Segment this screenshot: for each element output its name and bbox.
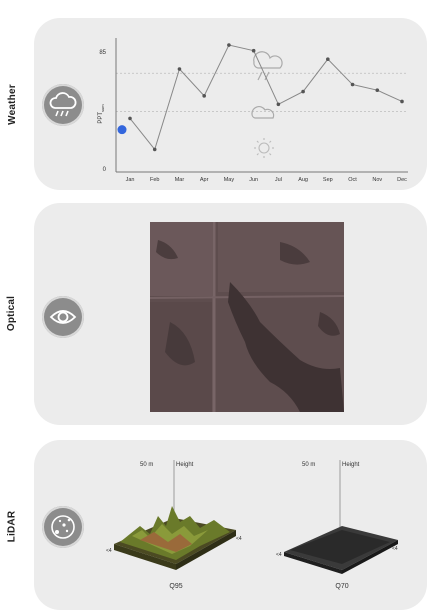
lidar-plot-q70: 50 m Height <4 <4 Q70: [276, 460, 398, 590]
lidar-plots: 50 m Height <4 <4 Q95 50 m Height <4 <4 …: [106, 460, 398, 590]
optical-satellite-image: [150, 222, 344, 412]
y-axis-label: PPTsum: [98, 104, 105, 124]
data-point-apr: [202, 94, 206, 98]
lidar-plot-q95: 50 m Height <4 <4 Q95: [106, 460, 242, 590]
height-value: 50 m: [140, 462, 153, 468]
x-tick-label: Aug: [298, 177, 308, 182]
current-marker-dot: [117, 125, 127, 135]
lidar-panel: [34, 440, 427, 610]
cloud-rain-icon: [42, 84, 84, 126]
x-tick-label: Dec: [397, 177, 407, 182]
x-tick-label: Apr: [200, 177, 209, 182]
plot-caption: Q95: [169, 583, 182, 590]
cloud-sketch-icon: [253, 51, 283, 81]
data-point-sep: [326, 57, 330, 61]
x-tick-label: Sep: [323, 177, 333, 182]
series-line-0: [129, 44, 403, 151]
data-point-nov: [375, 88, 380, 92]
data-point-feb: [152, 147, 157, 152]
axis-neg-label: <4: [276, 552, 282, 558]
axis-pos-label: <4: [392, 546, 398, 552]
x-tick-label: Nov: [372, 177, 382, 182]
height-label: Height: [342, 462, 360, 468]
x-tick-label: Feb: [150, 177, 159, 182]
height-value: 50 m: [302, 462, 315, 468]
height-label: Height: [176, 462, 194, 468]
plot-caption: Q70: [335, 583, 348, 590]
data-point-jul: [276, 102, 281, 107]
x-tick-label: Jul: [275, 177, 282, 182]
data-point-aug: [301, 89, 305, 94]
x-tick-label: May: [224, 177, 235, 182]
data-point-oct: [350, 82, 355, 87]
y-tick-min: 0: [103, 167, 107, 173]
data-point-mar: [177, 67, 182, 71]
y-tick-max: 85: [99, 50, 106, 56]
ppt-line-chart: 85 0 PPTsum Jan Feb Mar Apr May Jun Jul Aug Sep O…: [98, 38, 408, 182]
eye-icon: [42, 296, 84, 338]
x-tick-label: Mar: [175, 177, 185, 182]
data-point-jun: [251, 48, 256, 53]
axis-pos-label: <4: [236, 536, 242, 542]
x-tick-label: Oct: [348, 177, 357, 182]
axis-neg-label: <4: [106, 548, 112, 554]
data-point-jan: [128, 116, 132, 121]
weather-panel: [34, 18, 427, 190]
x-tick-label: Jun: [249, 177, 258, 182]
x-tick-label: Jan: [126, 177, 135, 182]
data-point-may: [227, 43, 231, 47]
data-point-dec: [400, 99, 404, 104]
sun-cloud-sketch-icon: [251, 106, 275, 119]
sun-icon: [254, 138, 274, 158]
lidar-scan-icon: [42, 506, 84, 548]
